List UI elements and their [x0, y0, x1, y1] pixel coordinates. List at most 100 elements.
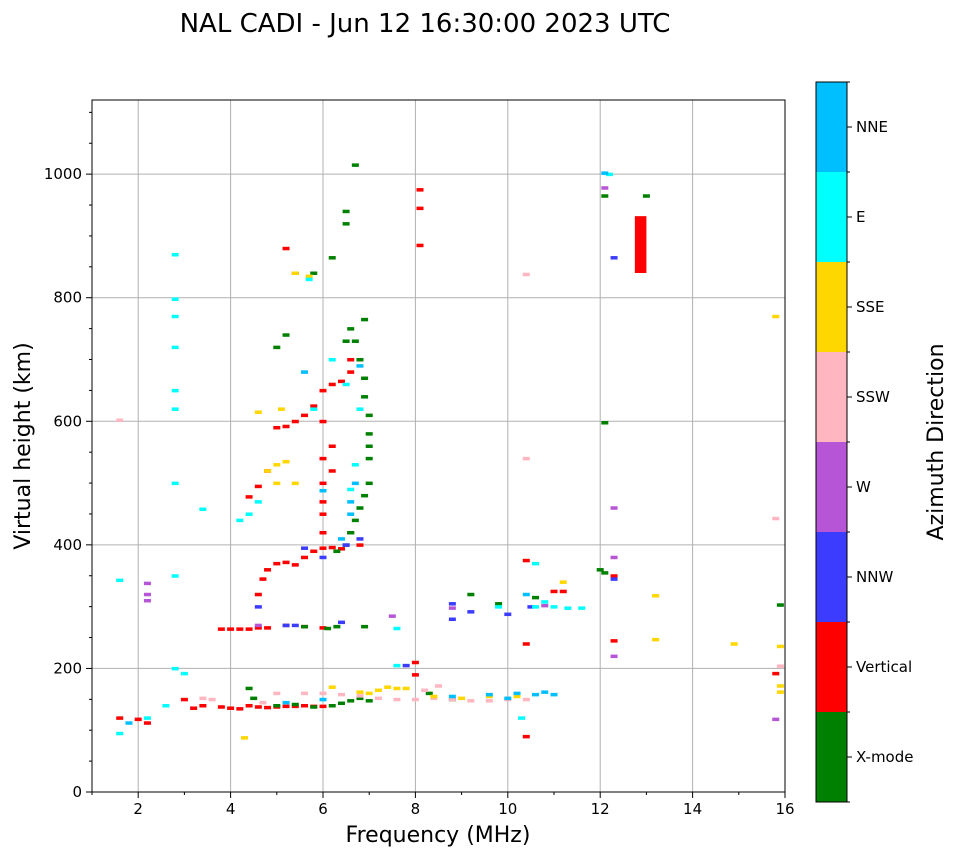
data-point-nne: [532, 692, 540, 697]
y-tick-label: 400: [53, 536, 82, 554]
colorbar-tick-label: NNW: [856, 568, 893, 586]
data-point-x-mode: [347, 531, 355, 535]
data-point-x-mode: [356, 506, 364, 510]
data-point-e: [236, 518, 244, 523]
data-point-x-mode: [273, 704, 281, 708]
colorbar-tick-label: NNE: [856, 118, 888, 136]
y-tick-label: 200: [53, 659, 82, 677]
data-point-vertical: [328, 469, 336, 473]
data-point-vertical: [236, 627, 244, 631]
data-point-e: [342, 382, 350, 387]
data-point-vertical: [347, 370, 355, 374]
data-point-sse: [776, 690, 784, 694]
data-point-x-mode: [342, 339, 350, 343]
data-point-sse: [365, 691, 373, 696]
data-point-w: [448, 606, 456, 610]
y-axis-label: Virtual height (km): [11, 342, 36, 549]
data-point-x-mode: [425, 691, 433, 696]
data-point-ssw: [199, 696, 207, 701]
data-point-vertical: [236, 707, 244, 711]
data-point-nnw: [356, 537, 364, 541]
data-point-sse: [273, 481, 281, 486]
data-point-vertical: [522, 734, 530, 739]
data-point-ssw: [421, 688, 429, 693]
data-point-nnw: [610, 577, 618, 581]
data-point-vertical: [227, 627, 235, 631]
data-point-x-mode: [351, 339, 359, 343]
data-point-nnw: [291, 623, 299, 628]
x-tick-label: 16: [775, 800, 794, 818]
data-point-vertical: [319, 512, 327, 516]
data-point-e: [171, 297, 179, 301]
data-point-x-mode: [601, 194, 609, 198]
data-point-vertical: [319, 419, 327, 424]
data-point-vertical: [522, 642, 530, 646]
colorbar-frame: [815, 81, 848, 803]
y-tick-label: 0: [72, 783, 82, 801]
data-point-vertical: [254, 705, 262, 709]
data-point-nne: [282, 700, 290, 705]
y-axis-ticks: 0 200 400 600 800 1000: [44, 111, 92, 801]
data-points: [116, 163, 784, 740]
data-point-x-mode: [365, 699, 373, 703]
data-point-sse: [282, 459, 290, 464]
colorbar-tick-label: SSE: [856, 298, 885, 316]
data-point-vertical: [291, 704, 299, 709]
data-point-x-mode: [776, 603, 784, 607]
data-point-x-mode: [467, 592, 475, 597]
data-point-sse: [240, 736, 248, 740]
data-point-vertical: [610, 639, 618, 643]
data-point-nne: [319, 697, 327, 702]
data-point-x-mode: [328, 704, 336, 708]
data-point-sse: [730, 642, 738, 646]
colorbar-segment-sse: [816, 262, 847, 352]
colorbar-tick-label: X-mode: [856, 748, 913, 766]
data-point-sse: [305, 274, 313, 279]
data-point-sse: [776, 684, 784, 688]
data-point-sse: [393, 686, 401, 691]
data-point-ssw: [301, 691, 309, 696]
data-point-e: [171, 407, 179, 411]
data-point-e: [347, 487, 355, 492]
data-point-vertical: [199, 704, 207, 708]
data-point-vertical: [282, 704, 290, 709]
data-point-nne: [550, 692, 558, 697]
data-point-vertical: [190, 706, 198, 710]
data-point-ssw: [374, 696, 382, 701]
data-point-e: [518, 716, 526, 720]
data-point-vertical: [264, 568, 272, 572]
data-point-vertical: [319, 704, 327, 709]
data-point-x-mode: [250, 696, 258, 701]
data-point-vertical: [319, 626, 327, 630]
data-point-x-mode: [324, 626, 332, 631]
data-point-e: [532, 605, 540, 609]
data-point-x-mode: [282, 333, 290, 337]
data-point-x-mode: [642, 194, 650, 198]
data-point-ssw: [259, 700, 267, 705]
data-point-vertical: [301, 413, 309, 418]
colorbar: X-mode Vertical NNW W SSW SSE E NNE: [815, 81, 913, 803]
data-point-vertical: [217, 627, 225, 631]
y-tick-label: 1000: [44, 165, 82, 183]
data-point-sse: [458, 696, 466, 701]
data-point-x-mode: [361, 493, 369, 498]
data-point-x-mode: [291, 702, 299, 707]
data-point-w: [610, 555, 618, 560]
data-point-vertical: [319, 388, 327, 393]
data-point-vertical: [116, 716, 124, 720]
data-point-sse: [374, 688, 382, 693]
data-point-x-mode: [273, 345, 281, 350]
data-point-ssw: [435, 684, 442, 688]
data-point-vertical: [610, 574, 618, 578]
data-point-e: [171, 345, 179, 350]
data-point-ssw: [772, 516, 780, 521]
x-tick-label: 10: [498, 800, 517, 818]
data-point-x-mode: [337, 701, 345, 706]
colorbar-segment-w: [816, 442, 847, 532]
data-point-nne: [125, 721, 133, 725]
data-point-vertical: [559, 589, 567, 594]
data-point-x-mode: [365, 444, 373, 448]
data-point-vertical: [356, 543, 364, 547]
data-point-sse: [485, 694, 493, 699]
